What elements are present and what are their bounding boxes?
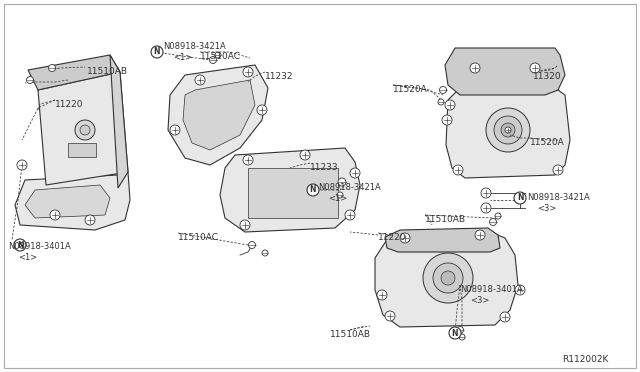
Circle shape xyxy=(170,125,180,135)
Polygon shape xyxy=(25,185,110,218)
Text: N08918-3421A: N08918-3421A xyxy=(163,42,226,51)
Circle shape xyxy=(151,46,163,58)
Circle shape xyxy=(337,192,343,198)
Text: N: N xyxy=(310,186,316,195)
Circle shape xyxy=(345,210,355,220)
Circle shape xyxy=(440,87,447,93)
Circle shape xyxy=(209,57,216,64)
Circle shape xyxy=(514,192,526,204)
Polygon shape xyxy=(15,172,130,230)
Text: 11520A: 11520A xyxy=(393,85,428,94)
Circle shape xyxy=(453,165,463,175)
Text: 11233: 11233 xyxy=(310,163,339,172)
Polygon shape xyxy=(183,80,255,150)
Text: N: N xyxy=(154,48,160,57)
Circle shape xyxy=(243,67,253,77)
Polygon shape xyxy=(38,72,128,185)
Circle shape xyxy=(385,311,395,321)
Text: 11510AC: 11510AC xyxy=(178,233,219,242)
Polygon shape xyxy=(445,48,565,95)
Circle shape xyxy=(75,120,95,140)
Circle shape xyxy=(400,233,410,243)
Circle shape xyxy=(475,230,485,240)
Text: 11510AB: 11510AB xyxy=(87,67,128,76)
Text: N: N xyxy=(452,328,458,337)
Text: N08918-3421A: N08918-3421A xyxy=(318,183,381,192)
Text: N08918-3401A: N08918-3401A xyxy=(8,242,71,251)
Polygon shape xyxy=(28,55,120,90)
Circle shape xyxy=(262,250,268,256)
Circle shape xyxy=(486,108,530,152)
Circle shape xyxy=(433,263,463,293)
Circle shape xyxy=(215,52,221,58)
Circle shape xyxy=(530,63,540,73)
Circle shape xyxy=(80,125,90,135)
Polygon shape xyxy=(220,148,360,232)
Text: <3>: <3> xyxy=(537,204,556,213)
Circle shape xyxy=(50,210,60,220)
Circle shape xyxy=(515,285,525,295)
Polygon shape xyxy=(385,228,500,252)
Circle shape xyxy=(257,105,267,115)
Circle shape xyxy=(481,203,491,213)
Circle shape xyxy=(501,123,515,137)
Bar xyxy=(248,168,338,218)
Text: 11520A: 11520A xyxy=(530,138,564,147)
Circle shape xyxy=(495,213,501,219)
Circle shape xyxy=(500,312,510,322)
Circle shape xyxy=(377,290,387,300)
Circle shape xyxy=(459,334,465,340)
Circle shape xyxy=(445,100,455,110)
Circle shape xyxy=(494,116,522,144)
Circle shape xyxy=(14,239,26,251)
Circle shape xyxy=(490,218,497,225)
Text: 11510AB: 11510AB xyxy=(330,330,371,339)
Text: <3>: <3> xyxy=(470,296,490,305)
Polygon shape xyxy=(375,232,518,327)
Circle shape xyxy=(85,215,95,225)
Text: R112002K: R112002K xyxy=(562,355,609,364)
Circle shape xyxy=(438,99,444,105)
Polygon shape xyxy=(446,90,570,178)
Text: 11320: 11320 xyxy=(533,72,562,81)
Text: 11510AC: 11510AC xyxy=(200,52,241,61)
Circle shape xyxy=(553,165,563,175)
Circle shape xyxy=(456,327,463,334)
Circle shape xyxy=(350,168,360,178)
Circle shape xyxy=(442,115,452,125)
Circle shape xyxy=(300,150,310,160)
Circle shape xyxy=(26,77,33,83)
Circle shape xyxy=(195,75,205,85)
Bar xyxy=(68,143,96,157)
Circle shape xyxy=(307,184,319,196)
Polygon shape xyxy=(168,65,268,165)
Text: N08918-3421A: N08918-3421A xyxy=(527,193,589,202)
Circle shape xyxy=(481,188,491,198)
Circle shape xyxy=(505,127,511,133)
Text: <1>: <1> xyxy=(173,53,192,62)
Polygon shape xyxy=(110,55,128,188)
Circle shape xyxy=(441,271,455,285)
Text: 11220: 11220 xyxy=(55,100,83,109)
Circle shape xyxy=(17,160,27,170)
Text: 11510AB: 11510AB xyxy=(425,215,466,224)
Text: N: N xyxy=(17,241,23,250)
Circle shape xyxy=(470,63,480,73)
Text: N08918-3401A: N08918-3401A xyxy=(460,285,523,294)
Circle shape xyxy=(49,64,56,71)
Text: <1>: <1> xyxy=(328,194,348,203)
Circle shape xyxy=(240,220,250,230)
Circle shape xyxy=(449,327,461,339)
Circle shape xyxy=(248,241,255,248)
Text: <1>: <1> xyxy=(18,253,37,262)
Circle shape xyxy=(243,155,253,165)
Circle shape xyxy=(338,178,346,186)
Circle shape xyxy=(423,253,473,303)
Text: 11220: 11220 xyxy=(378,233,406,242)
Text: 11232: 11232 xyxy=(265,72,294,81)
Text: N: N xyxy=(516,193,524,202)
